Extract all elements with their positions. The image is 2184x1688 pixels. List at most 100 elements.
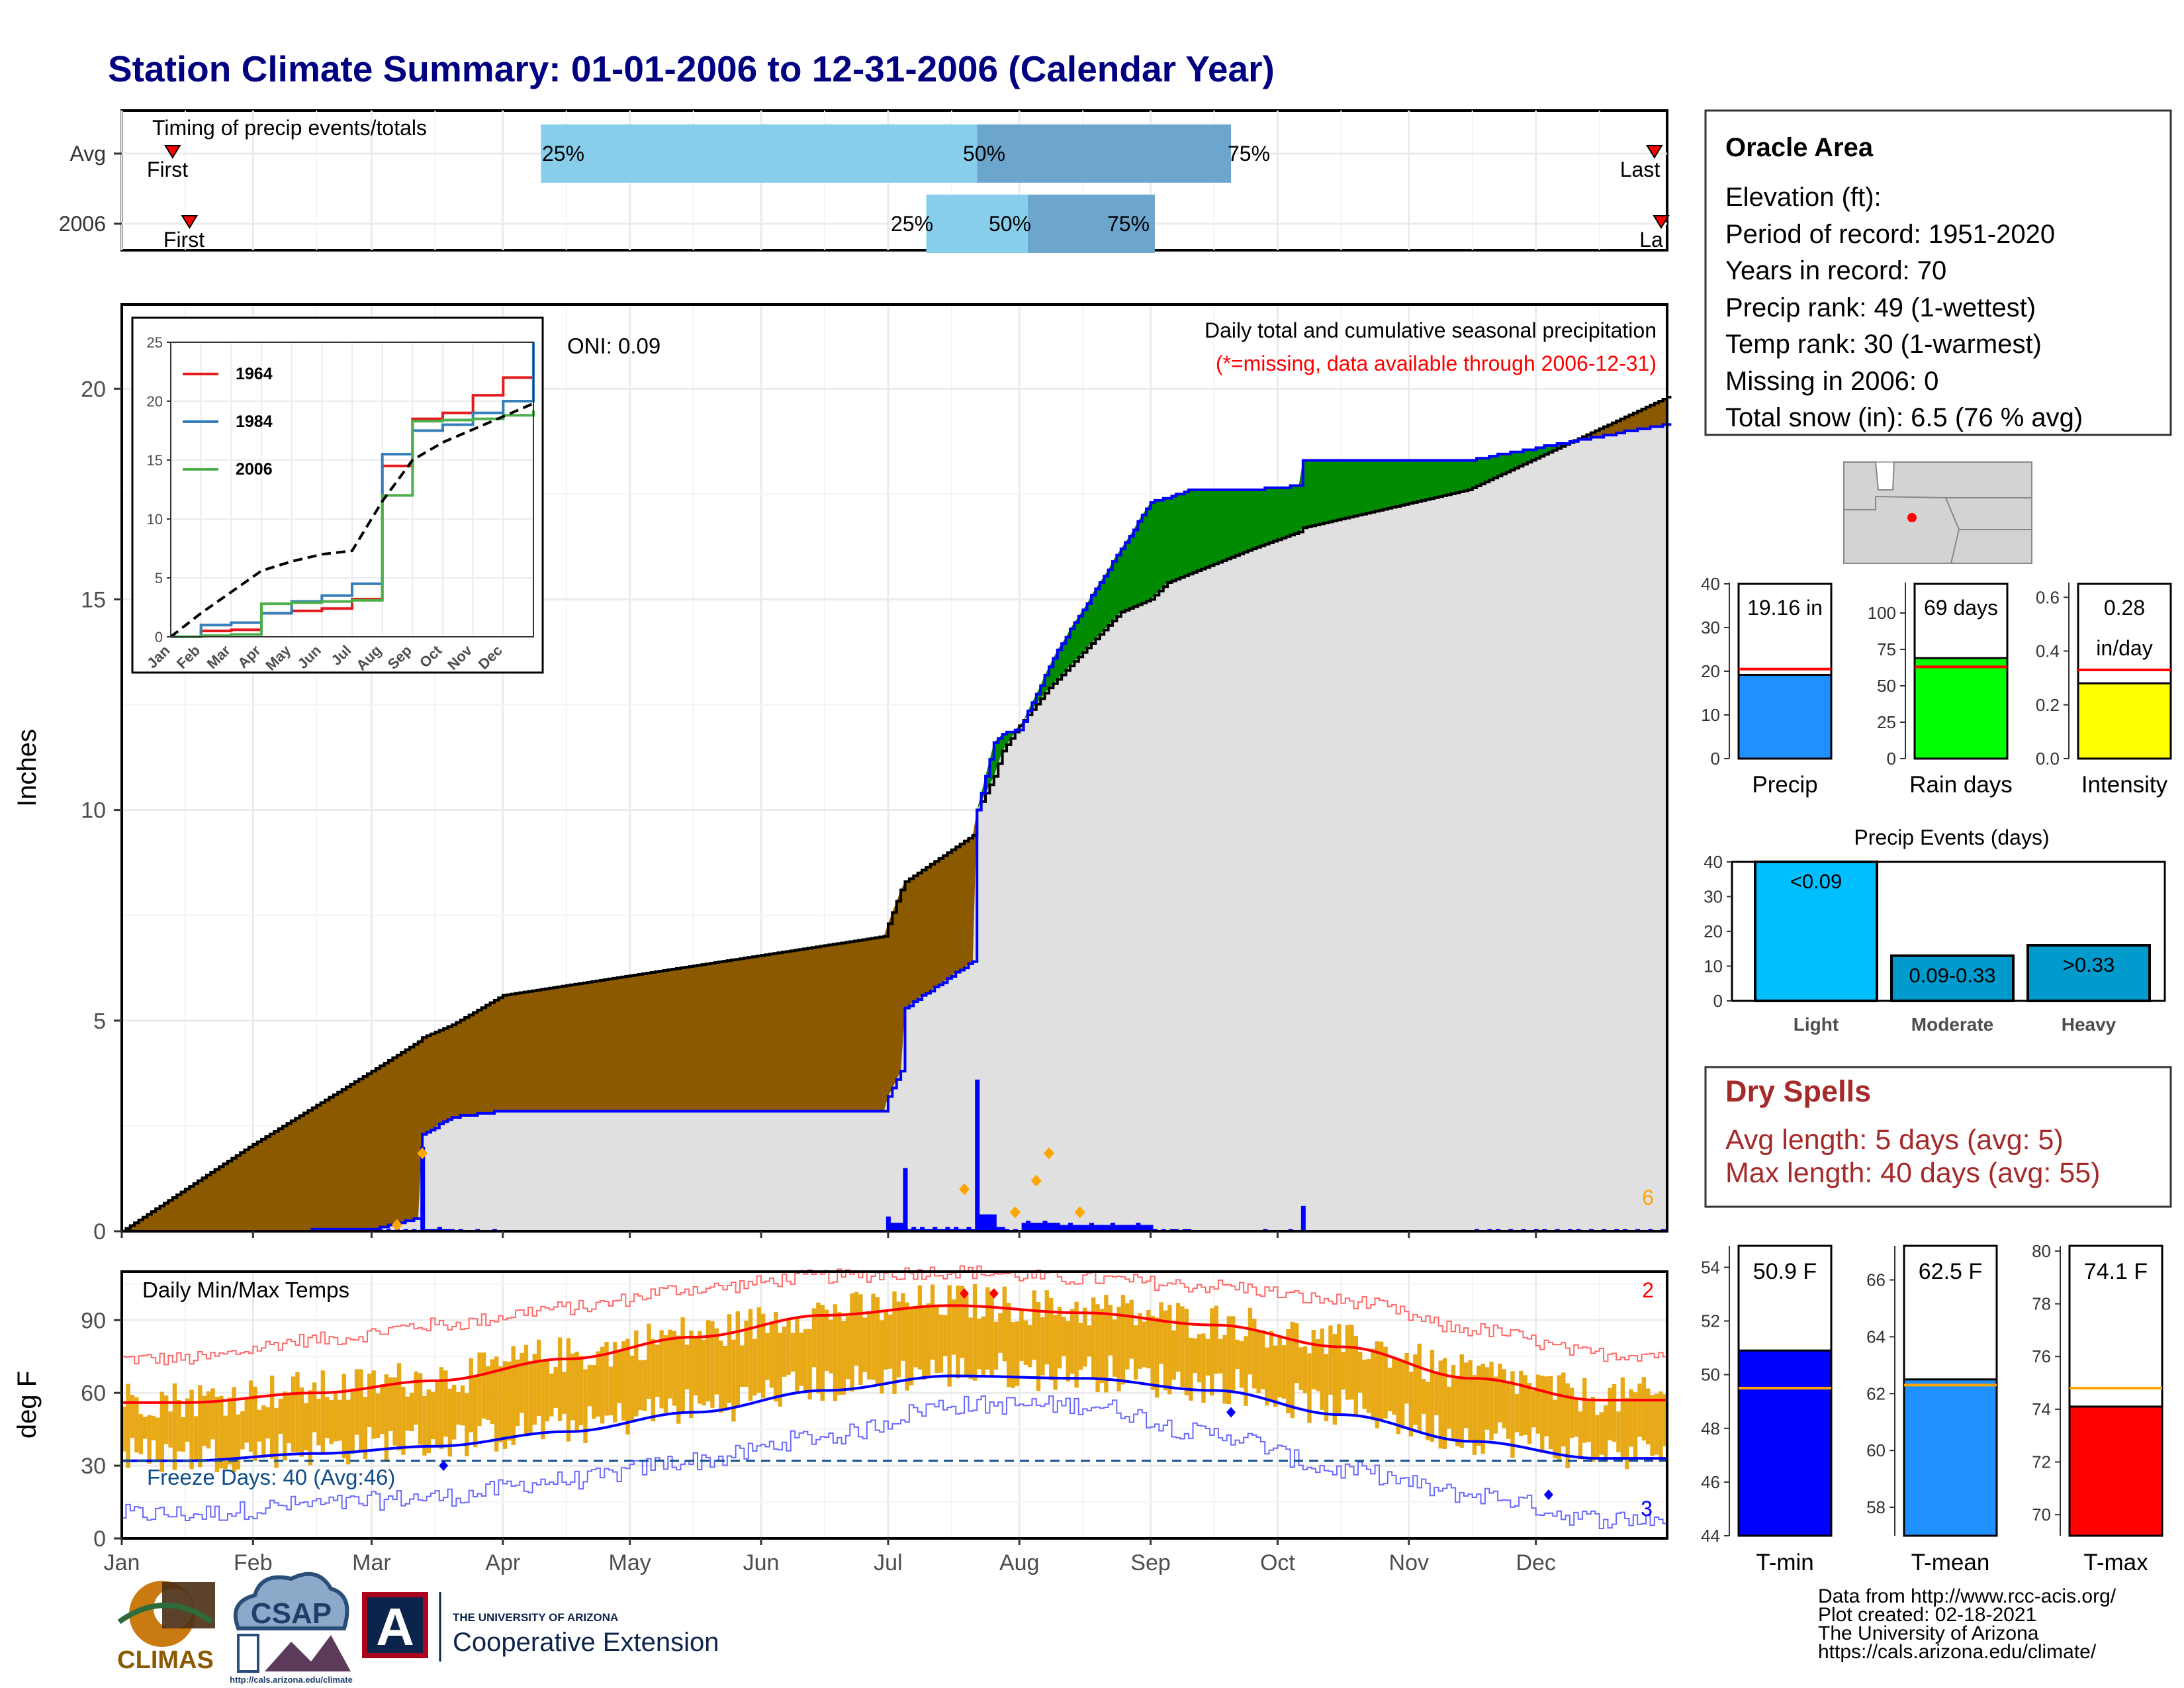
mini-precip-bar [2077, 682, 2172, 760]
temp-daily-bar [122, 1406, 126, 1452]
temp-daily-bar [1189, 1337, 1193, 1401]
temp-daily-bar [338, 1399, 342, 1441]
mini-precip-tick: 40 [1701, 574, 1720, 594]
temp-daily-bar [1438, 1360, 1443, 1449]
precip-subtitle: (*=missing, data available through 2006-… [1216, 352, 1657, 375]
temp-daily-bar [316, 1398, 321, 1446]
temp-daily-bar [862, 1317, 867, 1372]
timing-2006-p50: 50% [989, 212, 1031, 236]
precip-count-label: 6 [1642, 1186, 1654, 1209]
record-high-line [122, 1265, 1667, 1366]
temp-daily-bar [528, 1360, 533, 1434]
precip-daily-bar [1026, 1221, 1031, 1231]
month-label: Nov [1389, 1550, 1429, 1575]
mini-precip-tick: 0.0 [2036, 749, 2060, 769]
temp-daily-bar [536, 1339, 541, 1416]
temp-daily-bar [426, 1389, 431, 1454]
climas-logo-text: CLIMAS [117, 1646, 214, 1674]
temp-daily-bar [977, 1318, 981, 1370]
mini-temp-chart-t-max: 70 72 74 76 78 80 74.1 F T-max [2032, 1241, 2163, 1575]
ua-small-text: THE UNIVERSITY OF ARIZONA [453, 1611, 618, 1624]
temp-daily-bar [130, 1395, 135, 1438]
temp-daily-bar [956, 1286, 960, 1379]
temp-daily-bar [257, 1409, 262, 1442]
precip-daily-bar [899, 1223, 904, 1231]
temp-daily-bar [913, 1305, 918, 1368]
temp-daily-bar [418, 1373, 423, 1445]
temp-daily-bar [829, 1319, 833, 1374]
temp-daily-bar [439, 1367, 444, 1449]
temp-daily-bar [1129, 1299, 1134, 1359]
events-tick: 40 [1704, 852, 1723, 872]
mini-temp-tick: 72 [2032, 1452, 2051, 1472]
precip-daily-bar [1060, 1225, 1065, 1231]
mini-temp-tick: 52 [1701, 1311, 1720, 1331]
events-tick: 10 [1704, 957, 1723, 976]
month-label: May [609, 1550, 651, 1575]
ua-logo-letter: A [376, 1597, 414, 1656]
snow-marker [391, 1219, 402, 1231]
timing-bar-lower [541, 124, 978, 183]
mini-temp-bar [1737, 1349, 1833, 1537]
mini-precip-tick: 0 [1711, 749, 1720, 769]
mini-temp-tick: 50 [1701, 1365, 1720, 1385]
events-category: Heavy [2062, 1014, 2116, 1035]
temp-daily-bar [930, 1284, 935, 1360]
temp-daily-bar [469, 1358, 473, 1432]
footer-line-2: Plot created: 02-18-2021 [1818, 1604, 2036, 1626]
temp-daily-bar [1345, 1325, 1350, 1400]
mini-precip-label: Intensity [2081, 772, 2168, 798]
temp-daily-bar [198, 1385, 203, 1468]
temp-daily-bar [850, 1293, 854, 1392]
temp-daily-bar [1167, 1305, 1172, 1395]
temp-daily-bar [1421, 1379, 1426, 1414]
precip-daily-bar [1115, 1225, 1120, 1231]
temp-daily-bar [202, 1395, 206, 1446]
temp-daily-bar [866, 1311, 872, 1380]
temp-daily-bar [265, 1407, 270, 1439]
record-high-marker [989, 1288, 999, 1299]
record-low-count: 3 [1641, 1497, 1653, 1521]
temp-daily-bar [1260, 1330, 1265, 1389]
timing-2006-p75: 75% [1107, 212, 1150, 236]
temp-daily-bar [1604, 1405, 1608, 1462]
temp-daily-bar [1231, 1316, 1236, 1391]
mini-precip-bar [1913, 657, 2009, 760]
temp-daily-bar [1015, 1321, 1020, 1386]
temp-daily-bar [1307, 1353, 1312, 1423]
precip-daily-bar [1106, 1225, 1111, 1231]
temp-daily-bar [1244, 1336, 1248, 1406]
temp-daily-bar [1256, 1330, 1261, 1393]
precip-observed-line [122, 423, 1672, 1233]
temp-daily-bar [1269, 1331, 1274, 1400]
temp-daily-bar [1434, 1372, 1439, 1415]
temp-daily-bar [668, 1329, 672, 1399]
footer-line-3: The University of Arizona [1818, 1622, 2039, 1644]
temp-daily-bar [816, 1302, 821, 1393]
mini-precip-chart-rain-days: 0 25 50 75 100 69 days Rain days [1868, 583, 2013, 798]
temp-daily-bar [1002, 1286, 1007, 1362]
precip-daily-bar [1042, 1221, 1048, 1231]
month-label: Dec [1516, 1550, 1555, 1575]
temp-daily-bar [1557, 1375, 1562, 1460]
temp-daily-bar [363, 1397, 368, 1459]
timing-bar-upper [977, 124, 1232, 183]
temp-daily-bar [592, 1364, 596, 1419]
temp-daily-bar [960, 1286, 965, 1358]
temp-daily-bar [723, 1345, 727, 1409]
temp-daily-bar [346, 1399, 351, 1465]
precip-daily-bar [954, 1227, 959, 1231]
temp-daily-bar [181, 1417, 185, 1452]
temp-daily-bar [672, 1331, 677, 1406]
temp-daily-bar [1104, 1295, 1109, 1393]
temp-daily-bar [138, 1414, 143, 1454]
temp-daily-bar [1057, 1307, 1062, 1369]
temp-daily-bar [1544, 1376, 1549, 1436]
temp-daily-bar [1112, 1319, 1117, 1377]
month-label: Jul [874, 1550, 902, 1575]
temp-daily-bar [1430, 1350, 1435, 1442]
temp-daily-bar [1662, 1394, 1667, 1446]
events-category: Moderate [1911, 1014, 1993, 1035]
dry-spells-box: Dry Spells Avg length: 5 days (avg: 5) M… [1704, 1066, 2172, 1208]
temp-daily-bar [947, 1285, 952, 1387]
